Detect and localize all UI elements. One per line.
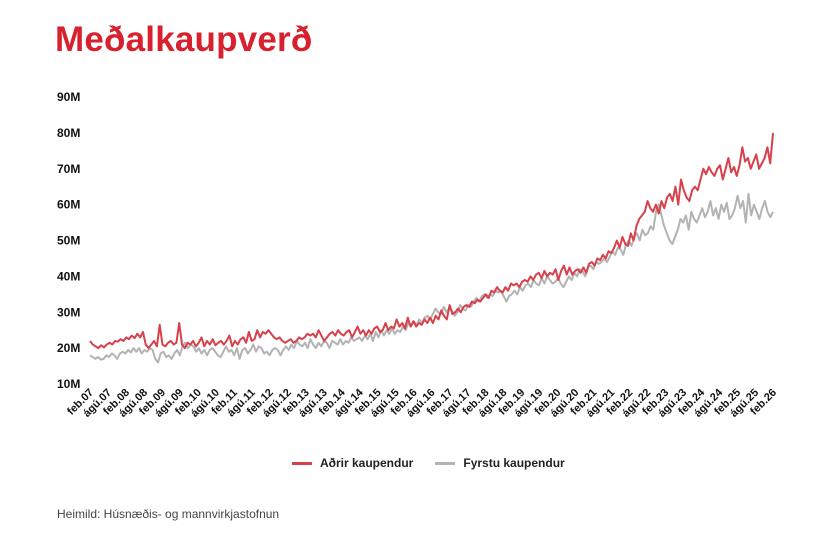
y-tick-label: 10M xyxy=(57,377,80,391)
legend-swatch-adrir xyxy=(292,461,312,465)
y-tick-label: 20M xyxy=(57,341,80,355)
y-tick-label: 70M xyxy=(57,162,80,176)
legend-label-fyrstu: Fyrstu kaupendur xyxy=(463,456,565,470)
source-note: Heimild: Húsnæðis- og mannvirkjastofnun xyxy=(57,507,280,521)
y-tick-label: 60M xyxy=(57,198,80,212)
series-line-adrir-kaupendur xyxy=(89,132,774,350)
legend-item-fyrstu: Fyrstu kaupendur xyxy=(435,456,565,470)
y-tick-label: 40M xyxy=(57,269,80,283)
series-line-fyrstu-kaupendur xyxy=(89,192,774,364)
y-tick-label: 50M xyxy=(57,234,80,248)
legend: Aðrir kaupendur Fyrstu kaupendur xyxy=(292,456,565,470)
legend-item-adrir: Aðrir kaupendur xyxy=(292,456,413,470)
y-tick-label: 80M xyxy=(57,126,80,140)
y-tick-label: 30M xyxy=(57,305,80,319)
series-layer xyxy=(89,132,774,364)
legend-label-adrir: Aðrir kaupendur xyxy=(320,456,414,470)
x-axis: feb.07ágú.07feb.08ágú.08feb.09ágú.09feb.… xyxy=(65,386,779,420)
y-axis: 10M 20M 30M 40M 50M 60M 70M 80M 90M xyxy=(57,90,80,391)
chart-title: Meðalkaupverð xyxy=(55,20,313,59)
y-tick-label: 90M xyxy=(57,90,80,104)
legend-swatch-fyrstu xyxy=(435,461,456,465)
